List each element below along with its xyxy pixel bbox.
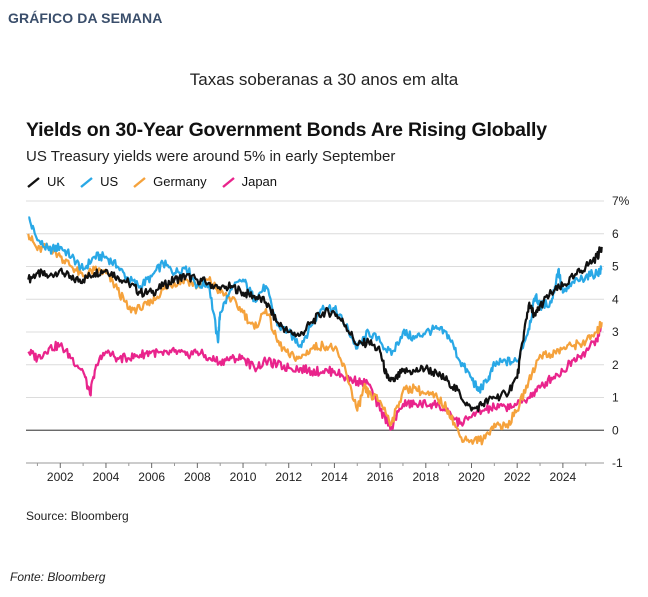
chart-title: Yields on 30-Year Government Bonds Are R… [26, 119, 547, 141]
x-tick-label: 2014 [321, 470, 348, 484]
y-tick-label: 7% [612, 194, 630, 208]
y-tick-label: 2 [612, 358, 619, 372]
y-tick-label: -1 [612, 456, 623, 470]
legend-item-germany: Germany [132, 174, 207, 189]
legend-swatch-germany [132, 176, 148, 188]
legend-label-us: US [100, 174, 119, 189]
x-tick-label: 2024 [550, 470, 577, 484]
x-tick-label: 2010 [230, 470, 257, 484]
y-tick-label: 5 [612, 260, 619, 274]
series-line-germany [27, 233, 603, 446]
legend-label-germany: Germany [153, 174, 207, 189]
x-tick-label: 2006 [138, 470, 165, 484]
article-subtitle: Taxas soberanas a 30 anos em alta [189, 70, 459, 89]
y-tick-label: 6 [612, 227, 619, 241]
x-tick-label: 2002 [47, 470, 74, 484]
x-tick-label: 2022 [504, 470, 531, 484]
series-line-uk [27, 246, 603, 413]
legend-item-us: US [79, 174, 118, 189]
yield-line-chart: -1 0 1 2 3 4 5 6 7% 2002 2004 2006 2008 2010 2012 2014 2… [26, 194, 630, 484]
chart-source: Source: Bloomberg [26, 509, 129, 523]
x-tick-label: 2012 [275, 470, 302, 484]
chart-legend: UK US Germany Japan [26, 174, 277, 189]
x-tick-label: 2004 [93, 470, 120, 484]
y-tick-label: 4 [612, 292, 619, 306]
legend-label-japan: Japan [241, 174, 278, 189]
series-line-japan [27, 323, 603, 431]
legend-swatch-japan [221, 176, 237, 188]
y-tick-label: 1 [612, 391, 619, 405]
legend-label-uk: UK [47, 174, 66, 189]
y-tick-label: 0 [612, 423, 619, 437]
y-tick-label: 3 [612, 325, 619, 339]
section-header: GRÁFICO DA SEMANA [8, 10, 163, 26]
x-tick-label: 2008 [184, 470, 211, 484]
legend-item-japan: Japan [221, 174, 277, 189]
series-line-us [28, 216, 603, 394]
legend-swatch-uk [26, 176, 42, 188]
x-tick-label: 2018 [412, 470, 439, 484]
legend-item-uk: UK [26, 174, 65, 189]
footer-credit: Fonte: Bloomberg [10, 570, 106, 584]
chart-subtitle: US Treasury yields were around 5% in ear… [26, 148, 396, 165]
x-tick-label: 2020 [458, 470, 485, 484]
legend-swatch-us [79, 176, 95, 188]
x-tick-label: 2016 [367, 470, 394, 484]
